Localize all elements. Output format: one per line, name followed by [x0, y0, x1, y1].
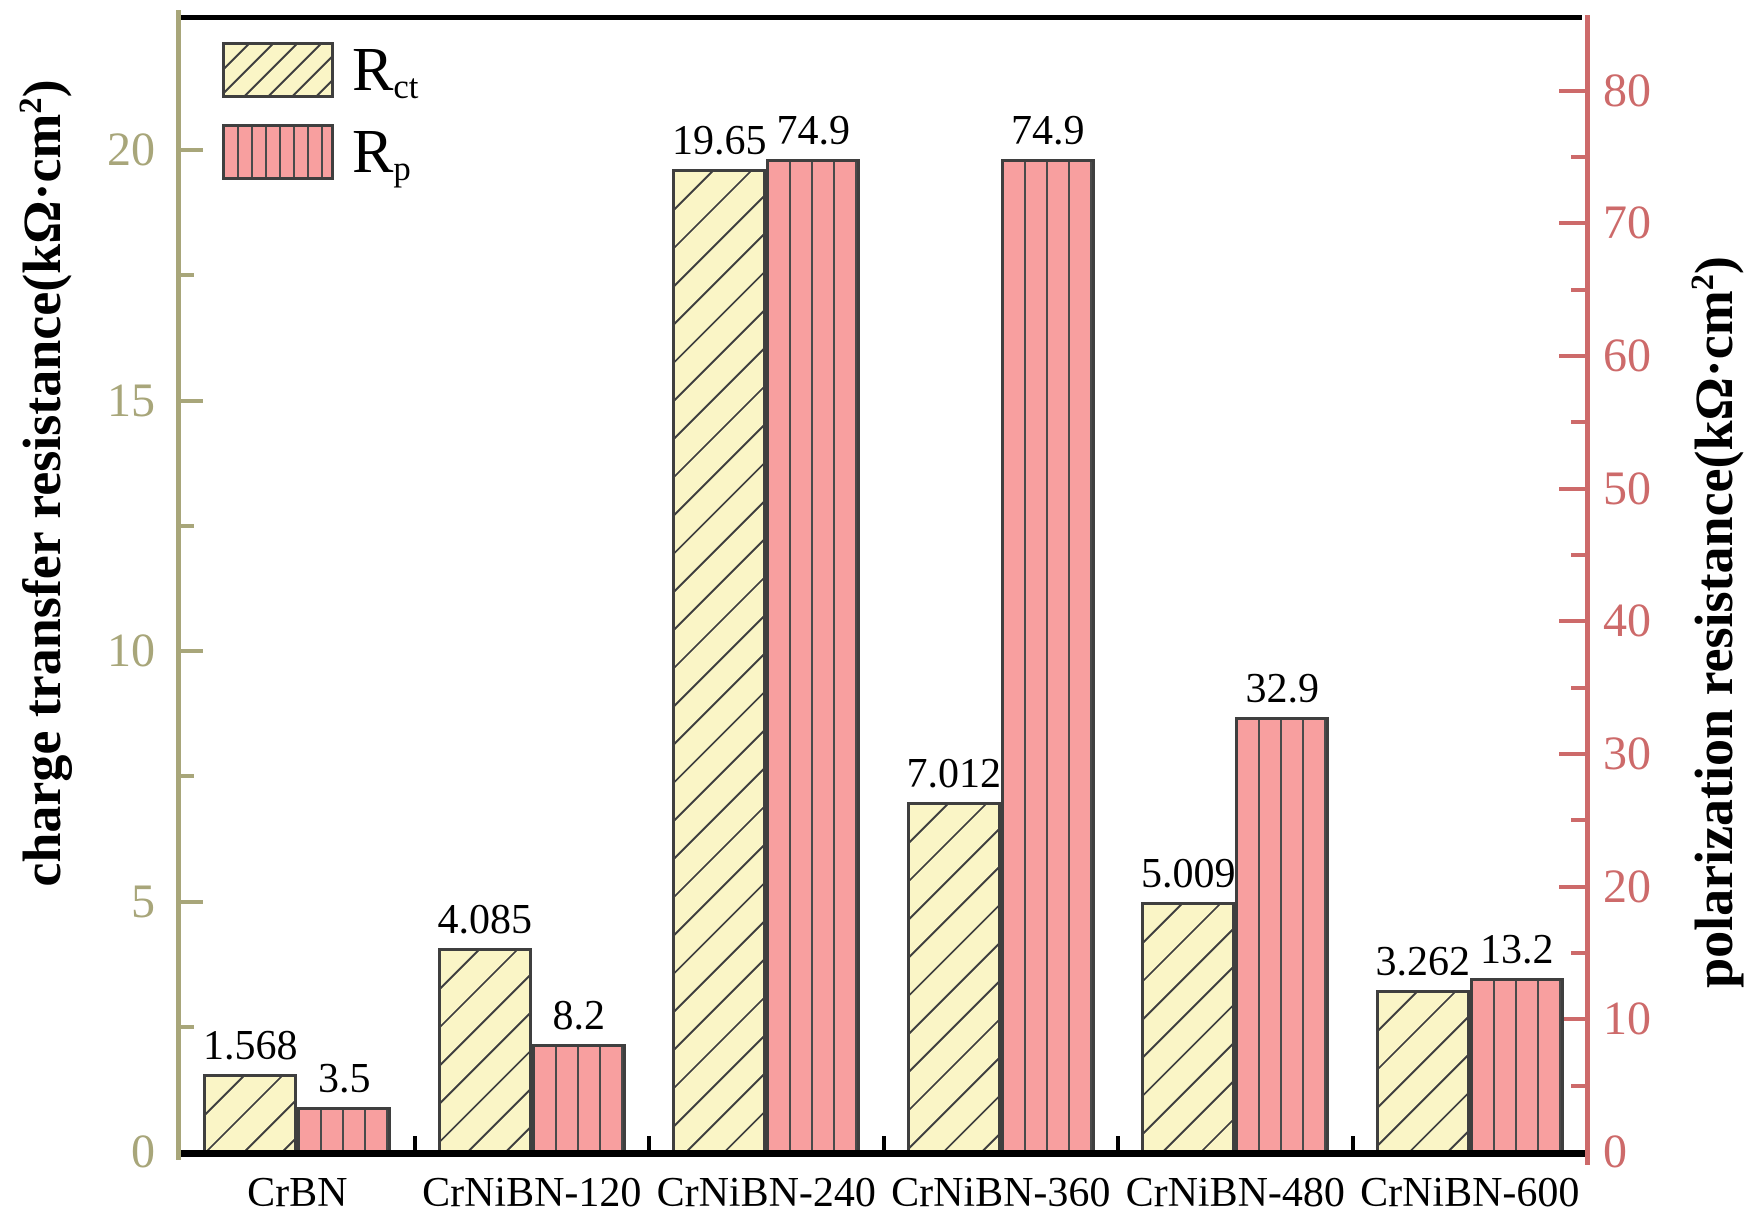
- right-axis-tick-label: 60: [1603, 328, 1651, 382]
- left-axis-tick-label: 0: [131, 1125, 155, 1178]
- bar-rct: [1141, 902, 1236, 1153]
- x-tick-label: CrNiBN-120: [422, 1170, 642, 1216]
- x-axis-minor-tick: [1116, 1136, 1120, 1152]
- x-axis-minor-tick: [412, 1136, 417, 1152]
- right-axis-title-text: polarization resistance(kΩ·cm: [1684, 290, 1744, 988]
- right-axis-title: polarization resistance(kΩ·cm2): [1683, 256, 1745, 988]
- bar-value-label: 32.9: [1245, 665, 1320, 712]
- left-axis-title-text: charge transfer resistance(kΩ·cm: [12, 113, 72, 887]
- legend-label-rct-main: R: [352, 36, 394, 104]
- right-axis-minor-tick: [1571, 1083, 1585, 1088]
- bar-value-label: 13.2: [1480, 926, 1554, 973]
- bar-rp: [1235, 716, 1330, 1153]
- x-axis-minor-tick: [1350, 1136, 1355, 1152]
- right-axis-minor-tick: [1571, 552, 1585, 557]
- right-axis-major-tick: [1559, 88, 1585, 93]
- bar-value-label: 5.009: [1141, 851, 1236, 898]
- legend-label-rct: Rct: [352, 38, 418, 111]
- left-axis-title-close: ): [12, 79, 72, 98]
- top-spine: [180, 15, 1582, 20]
- bar-value-label: 3.5: [318, 1055, 371, 1102]
- right-axis-major-tick: [1559, 486, 1585, 491]
- right-axis-tick-label: 50: [1603, 461, 1651, 515]
- bar-value-label: 3.262: [1375, 938, 1471, 985]
- right-axis-tick-label: 30: [1603, 726, 1651, 780]
- bar-rp: [1469, 977, 1564, 1153]
- right-axis-minor-tick: [1571, 287, 1585, 292]
- left-axis-tick-label: 20: [107, 123, 155, 177]
- right-axis-minor-tick: [1571, 154, 1585, 159]
- bar-rp: [531, 1044, 626, 1153]
- left-axis-tick-label: 15: [107, 373, 155, 427]
- bar-rct: [906, 801, 1001, 1153]
- left-axis-major-tick: [181, 148, 203, 153]
- right-axis-minor-tick: [1571, 950, 1585, 955]
- right-axis-major-tick: [1559, 884, 1585, 889]
- right-axis-major-tick: [1559, 353, 1585, 358]
- right-axis-tick-label: 20: [1603, 859, 1651, 913]
- legend-label-rp-main: R: [352, 118, 394, 186]
- left-axis-major-tick: [181, 398, 203, 403]
- bar-rct: [1375, 989, 1470, 1153]
- legend-label-rct-sub: ct: [393, 66, 419, 106]
- bottom-spine: [177, 1150, 1590, 1157]
- x-axis-minor-tick: [647, 1136, 651, 1152]
- legend-label-rp-sub: p: [393, 148, 411, 188]
- bar-rct: [203, 1074, 298, 1153]
- bar-rct: [437, 948, 532, 1153]
- left-axis-tick-label: 10: [107, 624, 155, 678]
- left-axis-title: charge transfer resistance(kΩ·cm2): [11, 79, 73, 886]
- right-axis-title-superscript: 2: [1685, 274, 1721, 291]
- left-axis-major-tick: [181, 899, 203, 904]
- x-tick-label: CrNiBN-480: [1125, 1170, 1345, 1216]
- bar-rp: [766, 159, 861, 1153]
- left-spine: [176, 10, 181, 1160]
- right-axis-major-tick: [1559, 221, 1585, 226]
- left-axis-tick-label: 5: [131, 874, 155, 928]
- left-axis-minor-tick: [181, 774, 194, 779]
- x-tick-label: CrNiBN-360: [891, 1170, 1111, 1216]
- right-axis-minor-tick: [1571, 685, 1585, 690]
- bar-rp: [1000, 159, 1095, 1153]
- legend-label-rp: Rp: [352, 120, 411, 193]
- left-axis-minor-tick: [181, 523, 194, 528]
- right-axis-tick-label: 70: [1603, 196, 1651, 250]
- bar-value-label: 19.65: [672, 117, 767, 164]
- bar-value-label: 8.2: [552, 993, 606, 1040]
- right-axis-tick-label: 80: [1603, 63, 1651, 117]
- right-axis-minor-tick: [1571, 420, 1585, 425]
- left-axis-major-tick: [181, 649, 203, 654]
- bar-value-label: 1.568: [203, 1023, 298, 1070]
- right-axis-tick-label: 10: [1603, 992, 1651, 1046]
- right-spine: [1585, 15, 1590, 1165]
- right-axis-minor-tick: [1571, 818, 1585, 823]
- x-axis-minor-tick: [881, 1136, 886, 1152]
- x-tick-label: CrNiBN-240: [656, 1170, 876, 1216]
- bar-rct: [672, 168, 767, 1153]
- bar-value-label: 74.9: [776, 108, 851, 155]
- bar-value-label: 74.9: [1011, 108, 1085, 155]
- right-axis-tick-label: 0: [1603, 1125, 1627, 1178]
- bar-value-label: 4.085: [437, 897, 533, 944]
- legend-swatch-rct: [222, 42, 334, 98]
- x-tick-label: CrBN: [247, 1170, 348, 1216]
- right-axis-tick-label: 40: [1603, 594, 1651, 648]
- left-axis-minor-tick: [181, 273, 194, 278]
- right-axis-title-close: ): [1684, 256, 1744, 275]
- right-axis-major-tick: [1559, 1017, 1585, 1022]
- right-axis-major-tick: [1559, 619, 1585, 624]
- right-axis-major-tick: [1559, 751, 1585, 756]
- bar-value-label: 7.012: [906, 750, 1002, 797]
- legend-swatch-rp: [222, 124, 334, 180]
- x-tick-label: CrNiBN-600: [1360, 1170, 1580, 1216]
- left-axis-title-superscript: 2: [13, 97, 49, 114]
- left-axis-minor-tick: [181, 1024, 194, 1029]
- bar-rp: [297, 1106, 392, 1153]
